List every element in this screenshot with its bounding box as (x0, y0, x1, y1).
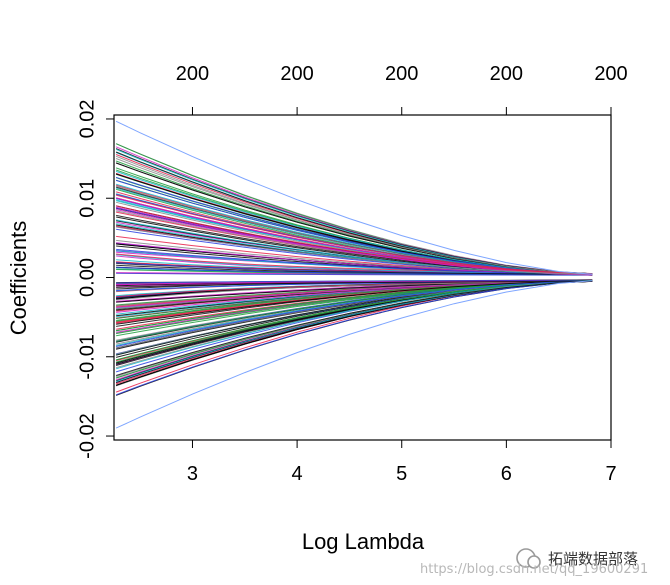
watermark-logo-icon (516, 548, 541, 569)
coefficient-path (115, 280, 593, 376)
x-tick-label: 5 (396, 463, 407, 485)
y-tick-label: 0.00 (76, 258, 98, 297)
top-tick-label: 200 (594, 63, 627, 85)
x-tick-label: 6 (501, 463, 512, 485)
coefficient-path (116, 280, 593, 288)
coefficient-path (115, 194, 593, 275)
top-tick-label: 200 (280, 63, 313, 85)
top-tick-label: 200 (176, 63, 209, 85)
coefficient-path (116, 266, 593, 276)
coefficient-path (115, 179, 593, 275)
top-tick-label: 200 (490, 63, 523, 85)
coefficient-path (116, 279, 593, 284)
top-tick-label: 200 (385, 63, 418, 85)
plot-frame (113, 114, 612, 441)
coefficient-path (115, 158, 593, 275)
coefficient-path (116, 264, 593, 275)
coefficient-path (116, 248, 593, 275)
axes: 3 4 5 6 7 200 200 200 200 200 -0.02 -0.01 0.00 0.01 0.… (76, 63, 627, 485)
y-tick-label: -0.01 (76, 334, 98, 380)
coefficient-path (116, 280, 593, 325)
x-tick-label: 3 (187, 463, 198, 485)
coefficient-path (115, 280, 593, 396)
y-tick-label: 0.01 (76, 179, 98, 218)
watermark-brand: 拓端数据部落 (548, 550, 639, 568)
watermark-url: https://blog.csdn.net/qq_19600291 (420, 562, 649, 577)
x-axis-title: Log Lambda (302, 529, 425, 554)
x-tick-label: 4 (292, 463, 303, 485)
envelope-path (115, 120, 593, 275)
coefficient-paths (115, 120, 593, 429)
coefficient-path (115, 205, 593, 275)
coefficient-path (115, 280, 593, 347)
coefficient-path (116, 226, 593, 275)
y-tick-label: -0.02 (76, 413, 98, 459)
coefficient-path (115, 280, 593, 370)
y-axis-title: Coefficients (6, 221, 31, 336)
envelope-path (115, 280, 593, 429)
y-tick-label: 0.02 (76, 99, 98, 138)
x-tick-label: 7 (605, 463, 616, 485)
